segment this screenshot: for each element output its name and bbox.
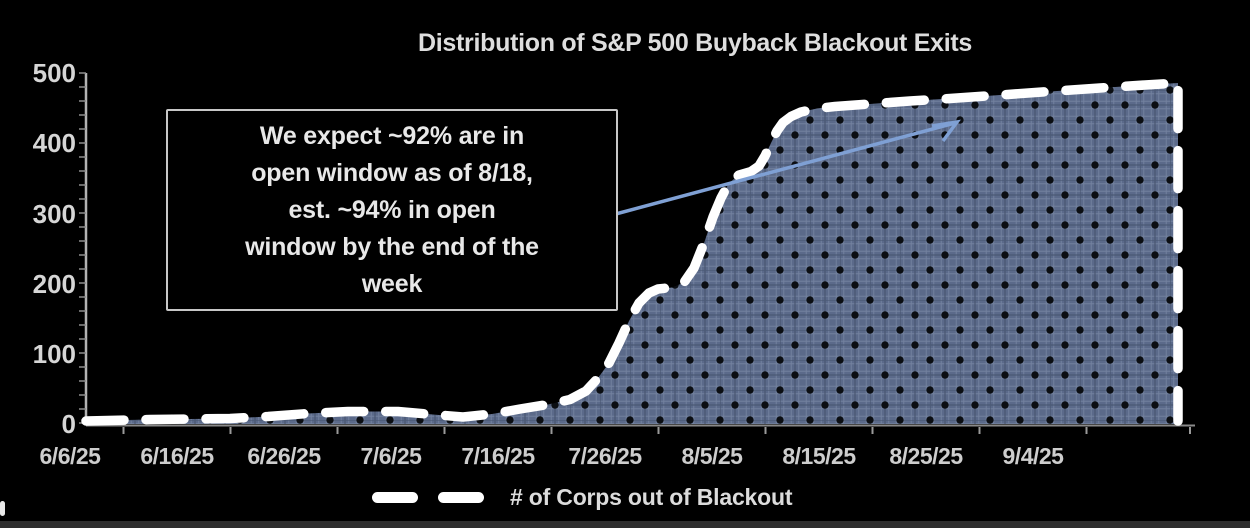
annotation-text-line: open window as of 8/18, (251, 158, 533, 187)
x-tick-label: 9/4/25 (1002, 443, 1064, 469)
edge-artifact-mark (0, 501, 5, 516)
series-dashed-line (81, 78, 1183, 426)
x-tick-label: 6/6/25 (39, 443, 101, 469)
chart-title: Distribution of S&P 500 Buyback Blackout… (418, 29, 972, 57)
annotation-text-line: est. ~94% in open (288, 195, 496, 224)
x-tick-label: 6/26/25 (247, 443, 321, 469)
y-axis-minor-ticks (79, 72, 86, 424)
legend-label: # of Corps out of Blackout (510, 484, 793, 510)
legend-dash-icon (438, 492, 484, 503)
y-tick-label: 500 (32, 58, 76, 88)
x-axis-ticks (122, 427, 1191, 434)
annotation-text-line: window by the end of the (245, 232, 539, 261)
x-tick-label: 7/16/25 (461, 443, 535, 469)
y-tick-label: 0 (61, 409, 76, 439)
x-tick-label: 8/25/25 (889, 443, 963, 469)
series-area-fill (86, 83, 1178, 424)
annotation-text-line: We expect ~92% are in (259, 121, 525, 150)
x-tick-label: 6/16/25 (140, 443, 214, 469)
x-tick-label: 7/26/25 (568, 443, 642, 469)
bottom-border-strip (0, 521, 1250, 528)
annotation-arrow (611, 119, 961, 217)
x-tick-label: 8/15/25 (782, 443, 856, 469)
x-tick-label: 8/5/25 (681, 443, 743, 469)
y-tick-label: 400 (32, 128, 76, 158)
annotation-box: We expect ~92% are in open window as of … (166, 109, 618, 311)
y-tick-label: 200 (32, 269, 76, 299)
legend-dash-icon (372, 492, 418, 503)
annotation-text-line: week (361, 269, 423, 298)
x-tick-label: 7/6/25 (360, 443, 422, 469)
y-tick-label: 300 (32, 199, 76, 229)
chart-legend: # of Corps out of Blackout (372, 484, 793, 511)
y-tick-label: 100 (32, 339, 76, 369)
